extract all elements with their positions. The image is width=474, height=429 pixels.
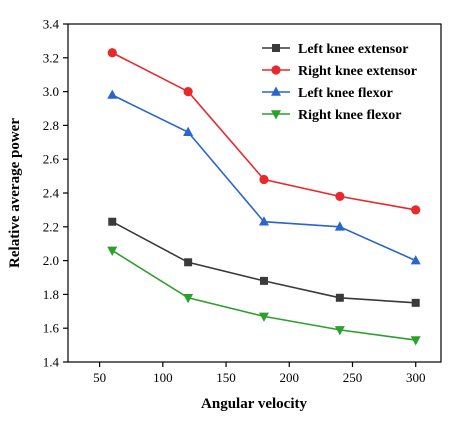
y-tick-label: 2.6	[43, 152, 60, 167]
data-point-s3-2	[183, 126, 194, 136]
data-point-s1-3	[259, 276, 268, 285]
data-point-s3-1	[107, 89, 118, 99]
y-tick-label: 3.0	[43, 84, 59, 99]
axis-ticks: 50 100 150 200 250 300 1.4 1.6 1.8 2.0 2.2 2.4 2.6 2.…	[43, 17, 426, 386]
data-point-s4-5	[410, 336, 421, 346]
data-point-s1-5	[411, 298, 420, 307]
data-point-s2-4	[335, 191, 345, 201]
legend: Left knee extensor Right knee extensor Lef…	[262, 42, 417, 123]
y-tick-label: 2.8	[43, 118, 59, 133]
data-point-s1-1	[108, 217, 117, 226]
data-point-s3-4	[334, 221, 345, 231]
series-line-4	[111, 249, 416, 341]
y-tick-label: 2.2	[43, 219, 59, 234]
legend-label-3: Left knee flexor	[298, 86, 393, 101]
y-tick-label: 1.8	[43, 287, 59, 302]
series-markers	[107, 48, 421, 346]
data-point-s4-3	[258, 312, 269, 322]
data-point-s4-4	[334, 326, 345, 336]
data-point-s2-3	[259, 174, 269, 185]
y-tick-label: 2.0	[43, 253, 59, 268]
legend-label-4: Right knee flexor	[298, 108, 401, 123]
data-point-s4-1	[107, 246, 118, 256]
y-tick-label: 1.4	[43, 355, 60, 370]
legend-marker-2	[271, 65, 281, 75]
legend-marker-1	[272, 44, 280, 52]
data-point-s1-4	[335, 293, 344, 302]
y-tick-label: 1.6	[43, 321, 60, 336]
data-point-s2-2	[183, 87, 193, 97]
data-point-s4-2	[183, 293, 194, 304]
x-tick-label: 200	[280, 370, 300, 385]
x-tick-label: 100	[153, 370, 173, 385]
y-tick-label: 3.4	[43, 17, 60, 32]
y-axis-label: Relative average power	[7, 118, 23, 268]
data-point-s2-5	[411, 205, 421, 215]
data-point-s3-5	[410, 255, 421, 265]
series-line-1	[111, 221, 416, 304]
legend-marker-4	[271, 110, 281, 120]
legend-marker-3	[271, 86, 281, 96]
x-tick-label: 50	[93, 370, 106, 385]
legend-label-2: Right knee extensor	[298, 64, 417, 79]
data-point-s3-3	[258, 216, 269, 226]
data-point-s2-1	[107, 48, 117, 58]
y-tick-label: 2.4	[43, 186, 60, 201]
x-tick-label: 150	[216, 370, 236, 385]
y-tick-label: 3.2	[43, 50, 59, 65]
x-axis-label: Angular velocity	[201, 396, 307, 412]
data-point-s1-2	[184, 258, 193, 267]
x-tick-label: 250	[343, 370, 363, 385]
legend-label-1: Left knee extensor	[298, 42, 408, 57]
x-tick-label: 300	[406, 370, 426, 385]
